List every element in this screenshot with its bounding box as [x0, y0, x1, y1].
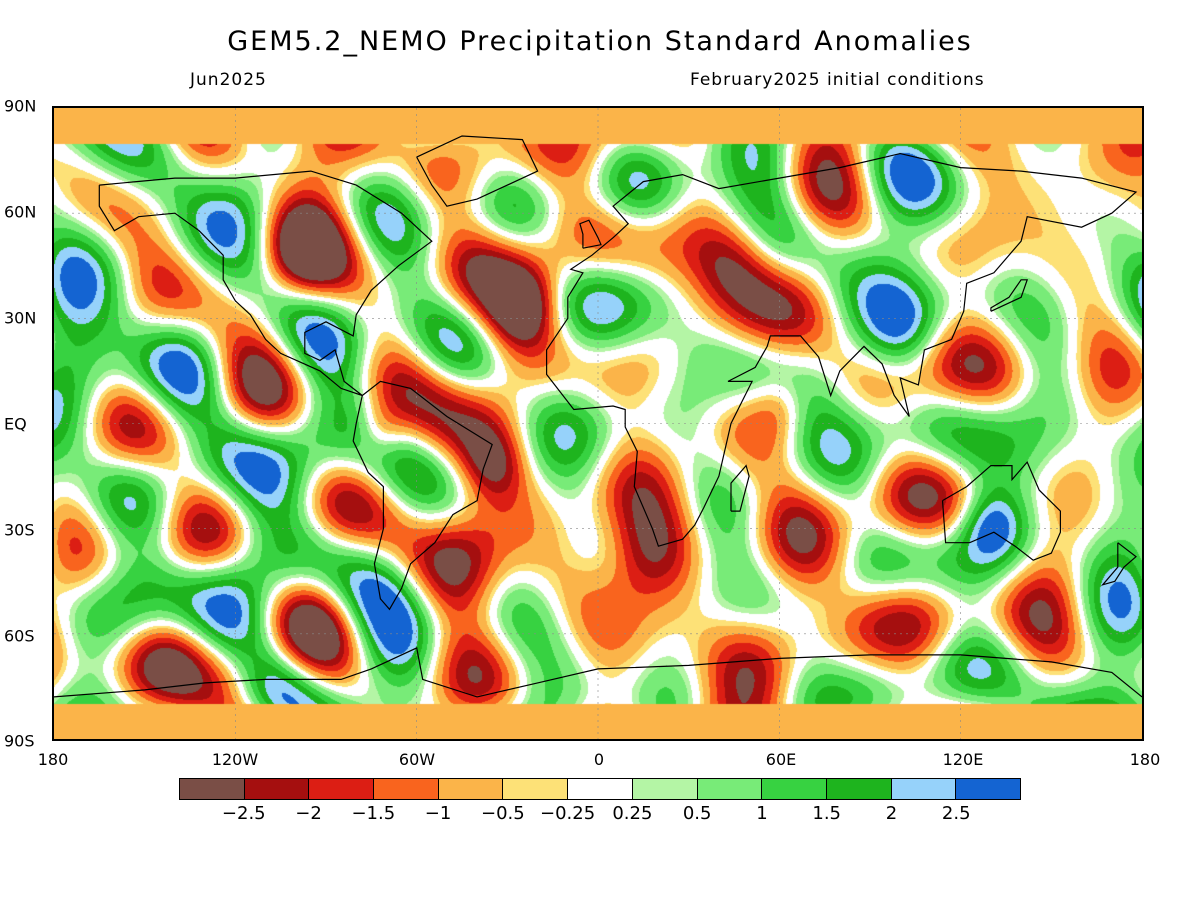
lon-tick: 120E: [942, 750, 984, 769]
lon-tick: 0: [593, 750, 605, 769]
legend-label: −2.5: [221, 803, 266, 824]
legend-swatch: [180, 779, 245, 799]
legend-label: −2: [295, 803, 322, 824]
legend-swatch: [632, 779, 698, 799]
lat-tick: 90S: [4, 731, 35, 751]
legend-label: −0.25: [540, 803, 596, 824]
initial-conditions: February2025 initial conditions: [690, 70, 985, 90]
anomaly-map: [52, 106, 1144, 741]
coastlines: [54, 135, 1142, 698]
legend-swatch: [891, 779, 957, 799]
legend-swatch: [826, 779, 892, 799]
lon-tick: 180: [37, 750, 69, 769]
legend-swatch: [309, 779, 375, 799]
lon-tick: 60W: [398, 750, 436, 769]
legend-label: 0.5: [682, 803, 712, 824]
legend-label: 1.5: [812, 803, 842, 824]
south-america-coast: [352, 380, 493, 611]
greenland-coast: [416, 135, 539, 207]
legend-swatch: [438, 779, 504, 799]
lat-tick: 30N: [4, 308, 37, 328]
legend-label: 0.25: [612, 803, 653, 824]
japan-coast: [990, 279, 1029, 312]
legend-swatch: [762, 779, 827, 799]
legend-swatch: [568, 779, 633, 799]
north-america-coast: [98, 170, 433, 397]
legend-label: 2: [885, 803, 898, 824]
lat-tick: 90N: [4, 96, 37, 116]
eurasia-africa-coast: [546, 152, 1138, 547]
map-title: GEM5.2_NEMO Precipitation Standard Anoma…: [227, 26, 973, 57]
lat-tick: 60N: [4, 202, 37, 222]
lat-tick: 60S: [4, 626, 35, 646]
legend-swatch: [956, 779, 1020, 799]
coastline-overlay: [54, 108, 1142, 739]
forecast-month: Jun2025: [190, 70, 267, 90]
lon-tick: 180: [1129, 750, 1161, 769]
new-zealand-coast: [1100, 542, 1137, 586]
legend-swatch: [374, 779, 439, 799]
uk-coast: [579, 219, 602, 249]
legend-label: −1.5: [351, 803, 396, 824]
color-legend-labels: −2.5 −2 −1.5 −1 −0.5 −0.25 0.25 0.5 1 1.5 2 2.5: [0, 803, 1200, 827]
legend-swatch: [503, 779, 569, 799]
lat-tick: EQ: [4, 414, 27, 434]
legend-label: −0.5: [480, 803, 525, 824]
legend-label: 1: [756, 803, 768, 824]
lat-tick: 30S: [4, 520, 35, 540]
lon-tick: 60E: [765, 750, 797, 769]
legend-swatch: [244, 779, 310, 799]
australia-coast: [941, 460, 1061, 561]
color-legend: [179, 778, 1021, 800]
antarctica-coast: [54, 647, 1142, 698]
madagascar-coast: [730, 464, 750, 512]
graticule: [54, 108, 1142, 739]
legend-swatch: [697, 779, 763, 799]
legend-label: −1: [424, 803, 452, 824]
lon-tick: 120W: [211, 750, 259, 769]
legend-label: 2.5: [941, 803, 971, 824]
